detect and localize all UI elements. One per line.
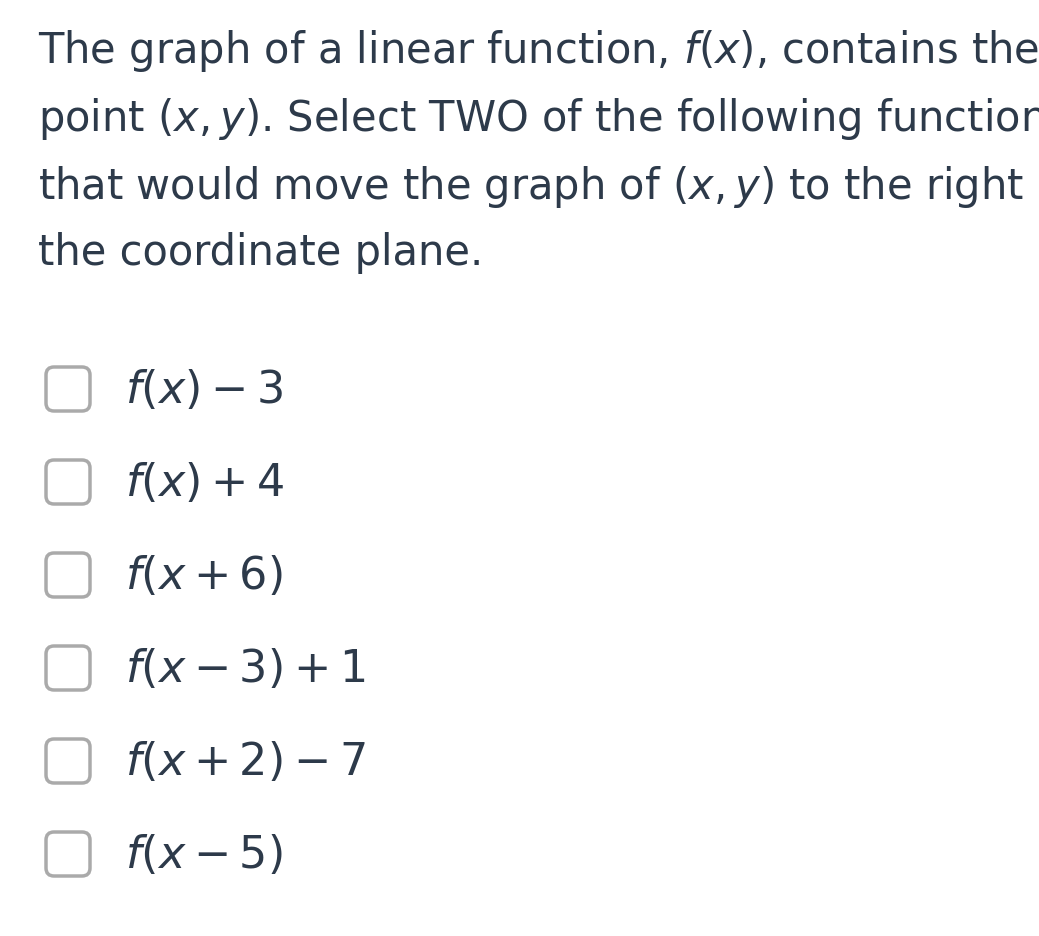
Text: $f(x + 2) - 7$: $f(x + 2) - 7$: [125, 739, 366, 783]
Text: $f(x - 3) + 1$: $f(x - 3) + 1$: [125, 647, 366, 690]
Text: The graph of a linear function, $f(x)$, contains the: The graph of a linear function, $f(x)$, …: [38, 28, 1039, 74]
Text: $f(x) - 3$: $f(x) - 3$: [125, 368, 283, 412]
Text: point $(x, y)$. Select TWO of the following functions: point $(x, y)$. Select TWO of the follow…: [38, 95, 1039, 142]
Text: the coordinate plane.: the coordinate plane.: [38, 232, 483, 273]
Text: $f(x - 5)$: $f(x - 5)$: [125, 832, 283, 876]
Text: that would move the graph of $(x, y)$ to the right on: that would move the graph of $(x, y)$ to…: [38, 164, 1039, 210]
Text: $f(x) + 4$: $f(x) + 4$: [125, 461, 284, 505]
Text: $f(x + 6)$: $f(x + 6)$: [125, 553, 283, 597]
